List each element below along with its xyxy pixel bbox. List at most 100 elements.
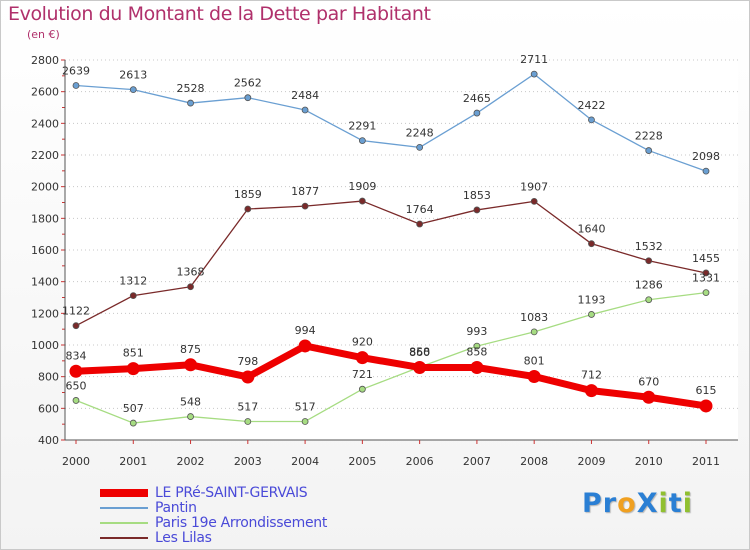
data-label: 2639 [62, 64, 90, 77]
legend-swatch [100, 522, 148, 524]
data-label: 548 [180, 396, 201, 409]
y-tick-label: 2000 [31, 181, 59, 194]
data-point [187, 283, 194, 291]
data-point [244, 205, 252, 213]
data-point [298, 339, 312, 353]
proxiti-logo: ProXiti [582, 488, 693, 519]
y-tick-label: 1200 [31, 307, 59, 320]
data-label: 1853 [463, 189, 491, 202]
data-label: 798 [237, 355, 258, 368]
data-point [473, 342, 481, 350]
data-label: 2228 [635, 130, 663, 143]
data-point [358, 385, 366, 393]
series-line [75, 200, 707, 327]
data-point [702, 289, 710, 296]
data-label: 1331 [692, 272, 720, 285]
data-point [530, 328, 538, 336]
data-point [699, 399, 713, 413]
data-point [642, 390, 656, 404]
chart-title: Evolution du Montant de la Dette par Hab… [8, 3, 431, 25]
data-point [530, 197, 538, 205]
legend-label: LE PRé-SAINT-GERVAIS [155, 485, 308, 501]
data-point [702, 269, 710, 277]
x-tick-label: 2011 [692, 455, 720, 468]
data-point [241, 370, 255, 384]
logo-letter: t [668, 488, 683, 519]
data-label: 1907 [520, 180, 548, 193]
x-tick-label: 2006 [406, 455, 434, 468]
data-label: 1193 [577, 293, 605, 306]
data-point [355, 351, 369, 365]
y-tick-label: 1800 [31, 212, 59, 225]
y-tick-label: 1400 [31, 276, 59, 289]
data-point [413, 360, 427, 374]
data-point [702, 167, 710, 175]
data-point [129, 86, 137, 94]
data-point [645, 147, 653, 154]
data-label: 517 [237, 400, 258, 413]
data-label: 1532 [635, 240, 663, 253]
data-point [301, 418, 309, 425]
x-tick-label: 2001 [119, 455, 147, 468]
data-label: 801 [524, 355, 545, 368]
data-label: 2422 [577, 99, 605, 112]
legend-swatch [100, 537, 148, 539]
data-label: 994 [295, 324, 316, 337]
data-point [645, 296, 653, 304]
y-tick-label: 2200 [31, 149, 59, 162]
logo-letter: X [636, 488, 659, 519]
y-tick-label: 1000 [31, 339, 59, 352]
data-label: 993 [466, 325, 487, 338]
data-label: 670 [638, 375, 659, 388]
y-tick-label: 600 [38, 402, 59, 415]
legend-label: Paris 19e Arrondissement [155, 515, 328, 531]
data-label: 2098 [692, 150, 720, 163]
logo-letter: i [658, 488, 669, 519]
series-line [75, 342, 707, 410]
data-label: 1877 [291, 185, 319, 198]
data-label: 860 [409, 346, 430, 359]
series-paris-19e-arrondissement: 650 507 548 517 517 721 860 993 1083 1193 1286 1331 [66, 272, 720, 427]
data-point [530, 70, 538, 78]
series-les-lilas: 1122 1312 1368 1859 1877 1909 1764 1853 1907 1640… [62, 180, 720, 330]
data-label: 517 [295, 400, 316, 413]
y-tick-label: 2800 [31, 54, 59, 67]
y-tick-label: 400 [38, 434, 59, 447]
data-point [301, 106, 309, 114]
data-label: 1455 [692, 252, 720, 265]
data-label: 721 [352, 368, 373, 381]
data-point [358, 197, 366, 205]
data-point [301, 202, 309, 210]
x-tick-label: 2000 [62, 455, 90, 468]
data-point [187, 99, 194, 107]
data-label: 507 [123, 402, 144, 415]
data-point [244, 94, 252, 102]
x-tick-label: 2003 [234, 455, 262, 468]
data-point [588, 240, 595, 248]
data-point [473, 206, 481, 214]
data-label: 2711 [520, 53, 548, 66]
data-point [358, 137, 366, 144]
data-point [72, 322, 80, 330]
data-point [416, 220, 424, 228]
data-label: 650 [66, 379, 87, 392]
data-label: 1122 [62, 305, 90, 318]
legend-swatch [100, 489, 148, 497]
data-point [244, 418, 252, 425]
data-point [129, 292, 137, 300]
series-line [75, 291, 707, 424]
data-point [470, 360, 484, 374]
data-label: 1909 [348, 180, 376, 193]
y-tick-label: 1600 [31, 244, 59, 257]
data-label: 858 [409, 345, 430, 358]
data-label: 2484 [291, 89, 319, 102]
series-pantin: 2639 2613 2528 2562 2484 2291 2248 2465 2711 2422… [62, 53, 720, 175]
x-tick-label: 2009 [577, 455, 605, 468]
data-point [645, 257, 653, 265]
data-point [187, 413, 194, 420]
data-point [129, 419, 137, 427]
data-label: 834 [66, 349, 87, 362]
x-tick-label: 2010 [635, 455, 663, 468]
legend-swatch [100, 507, 148, 509]
data-label: 712 [581, 369, 602, 382]
